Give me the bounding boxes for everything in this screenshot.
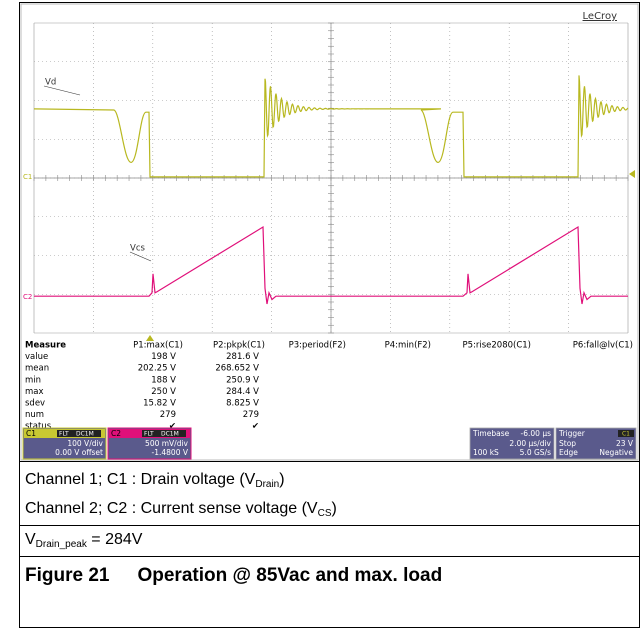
trigger-pos-marker [146,335,154,341]
measure-value: 8.825 V [226,399,259,409]
tag-bg [142,430,186,437]
measure-label: num [25,410,44,420]
timebase-rate: 5.0 GS/s [520,448,551,457]
channel-offset: 0.00 V offset [55,448,103,457]
channel-label: C1 [26,429,36,438]
measure-value: 202.25 V [138,364,176,374]
caption-text: ) [279,471,285,488]
divider [20,556,639,557]
trigger-channel: C1 [622,431,630,438]
timebase-delay: -6.00 µs [521,429,552,438]
figure-caption: Figure 21 Operation @ 85Vac and max. load [20,565,639,587]
caption-sub: Drain_peak [35,539,87,550]
measure-value: 250.9 V [226,375,259,385]
measure-label: value [25,352,48,362]
trigger-mode: Stop [559,439,576,448]
measure-label: sdev [25,399,45,409]
measure-value: 284.4 V [226,387,259,397]
measure-value: 281.6 V [226,352,259,362]
vd-pointer [43,85,81,96]
caption-sub: CS [317,508,332,519]
tag-bg [57,430,101,437]
measure-label: mean [25,364,49,374]
timebase-scale: 2.00 µs/div [509,439,551,448]
measure-header: P6:fall@lv(C1) [573,341,633,351]
divider [20,525,639,526]
vcs-trace [34,227,628,304]
measure-value: 15.82 V [143,399,176,409]
trigger-slope: Negative [599,448,633,457]
caption-line2: Channel 2; C2 : Current sense voltage (V… [20,500,639,519]
timebase-box [469,427,555,460]
caption-text: ) [331,500,337,517]
measure-value: 279 [160,410,176,420]
c1-marker: C1 [23,173,32,181]
measure-label: status [25,422,52,432]
divider [20,461,639,462]
timebase-label: Timebase [472,429,510,438]
measure-header: P5:rise2080(C1) [462,341,531,351]
measure-value: 198 V [151,352,176,362]
vd-label: Vd [45,78,56,88]
channel-scale: 500 mV/div [145,439,189,448]
trigger-type: Edge [559,448,578,457]
vcs-label: Vcs [130,244,145,254]
figure-title: Operation @ 85Vac and max. load [137,565,443,586]
measure-header: P1:max(C1) [133,341,183,351]
grid [33,22,629,334]
caption-text: Channel 2; C2 : Current sense voltage (V [25,500,318,517]
channel-tag: DC1M [76,431,94,438]
timebase-samples: 100 kS [473,448,499,457]
measure-label: max [25,387,44,397]
caption-line1: Channel 1; C1 : Drain voltage (VDrain) [20,471,639,490]
caption-line3: VDrain_peak = 284V [20,531,639,550]
figure-number: Figure 21 [25,565,110,586]
measure-value: ✔ [169,422,176,432]
trigger-level-marker [629,170,635,178]
figure-frame: LeCroy Vd Vcs C1 C2 Measure P1:max(C1) P2:… [19,2,640,628]
channel-offset: -1.4800 V [152,448,189,457]
tag-bg [618,430,634,437]
measure-label: min [25,375,41,385]
caption-text: Channel 1; C1 : Drain voltage (V [25,471,256,488]
channel-scale: 100 V/div [67,439,103,448]
measure-value: 188 V [151,375,176,385]
c2-marker: C2 [23,293,32,301]
measure-value: 250 V [151,387,176,397]
scope-screen: LeCroy Vd Vcs C1 C2 Measure P1:max(C1) P2:… [20,3,639,461]
channel-tag: FLT [144,431,154,438]
channel-tag: DC1M [161,431,179,438]
measure-header: P4:min(F2) [385,341,431,351]
caption-text: = 284V [86,531,143,548]
measure-value: ✔ [252,422,259,432]
trigger-level: 23 V [616,439,634,448]
channel-tag: FLT [59,431,69,438]
vd-trace [34,75,628,176]
vcs-pointer [129,251,152,262]
caption-text: V [25,531,36,548]
measure-header: P2:pkpk(C1) [213,341,265,351]
channel-label: C2 [111,429,121,438]
measure-value: 268.652 V [215,364,259,374]
brand: LeCroy [583,11,618,22]
measure-header: Measure [25,341,66,351]
measure-table: Measure P1:max(C1) P2:pkpk(C1) P3:period(F2… [25,341,633,432]
trigger-label: Trigger [558,429,586,438]
trigger-box [555,427,637,460]
measure-value: 279 [243,410,259,420]
measure-header: P3:period(F2) [289,341,346,351]
caption-sub: Drain [255,479,280,490]
waveforms [34,75,628,304]
